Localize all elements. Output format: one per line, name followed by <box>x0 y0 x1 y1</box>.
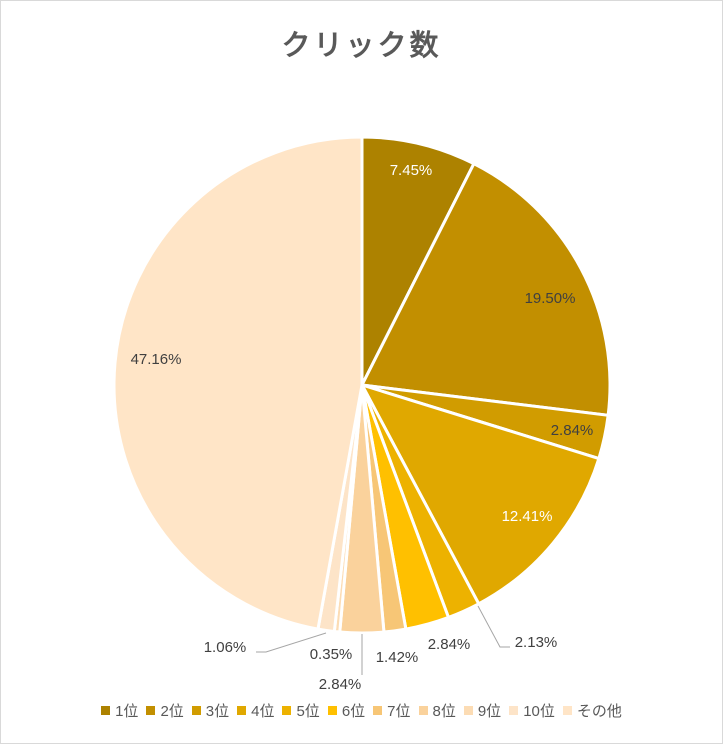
legend-swatch <box>191 706 201 715</box>
data-label-11: 47.16% <box>131 351 182 368</box>
leader-line-10 <box>256 632 327 653</box>
legend-label: 5位 <box>296 703 320 720</box>
chart-title: クリック数 <box>281 28 442 62</box>
legend-label: 2位 <box>160 703 184 720</box>
legend-swatch <box>282 706 292 715</box>
legend-item-9: 9位 <box>463 700 502 721</box>
legend-item-5: 5位 <box>282 700 320 721</box>
legend-label: 6位 <box>341 703 366 720</box>
legend-swatch <box>418 706 428 715</box>
legend: 1位 2位 3位 4位 5位 6位 7位 8位 9位 10位 その他 <box>0 700 723 721</box>
legend-item-1: 1位 <box>101 700 138 721</box>
data-label-8: 2.84% <box>319 676 362 693</box>
data-label-6: 2.84% <box>428 636 471 653</box>
legend-label: 1位 <box>115 703 139 720</box>
legend-item-2: 2位 <box>146 700 184 721</box>
legend-label: 3位 <box>205 703 230 720</box>
legend-swatch <box>146 706 156 715</box>
pie-slice-11 <box>112 135 364 631</box>
data-label-9: 0.35% <box>310 646 353 663</box>
legend-item-3: 3位 <box>191 700 230 721</box>
legend-label: 8位 <box>432 703 456 720</box>
legend-label: その他 <box>576 703 622 720</box>
data-label-1: 7.45% <box>390 162 433 179</box>
legend-swatch <box>463 706 473 715</box>
data-label-2: 19.50% <box>525 290 576 307</box>
data-label-10: 1.06% <box>204 639 247 656</box>
data-label-3: 2.84% <box>551 422 594 439</box>
legend-item-11: その他 <box>562 700 622 721</box>
data-label-5: 2.13% <box>515 634 558 651</box>
legend-swatch <box>509 706 519 715</box>
data-label-4: 12.41% <box>502 508 553 525</box>
legend-label: 7位 <box>387 703 411 720</box>
legend-label: 10位 <box>523 703 555 720</box>
legend-swatch <box>373 706 383 715</box>
legend-item-8: 8位 <box>418 700 456 721</box>
legend-label: 4位 <box>251 703 275 720</box>
legend-swatch <box>101 706 111 715</box>
legend-item-4: 4位 <box>237 700 274 721</box>
pie-slice-1 <box>360 135 476 386</box>
legend-item-7: 7位 <box>373 700 411 721</box>
legend-swatch <box>327 706 337 715</box>
legend-item-10: 10位 <box>509 700 555 721</box>
pie-slice-4 <box>358 382 601 606</box>
legend-item-6: 6位 <box>327 700 366 721</box>
legend-swatch <box>237 706 247 715</box>
pie-slice-2 <box>359 161 612 417</box>
data-label-7: 1.42% <box>376 649 419 666</box>
leader-line-5 <box>477 605 510 648</box>
legend-label: 9位 <box>477 703 502 720</box>
legend-swatch <box>562 706 572 715</box>
